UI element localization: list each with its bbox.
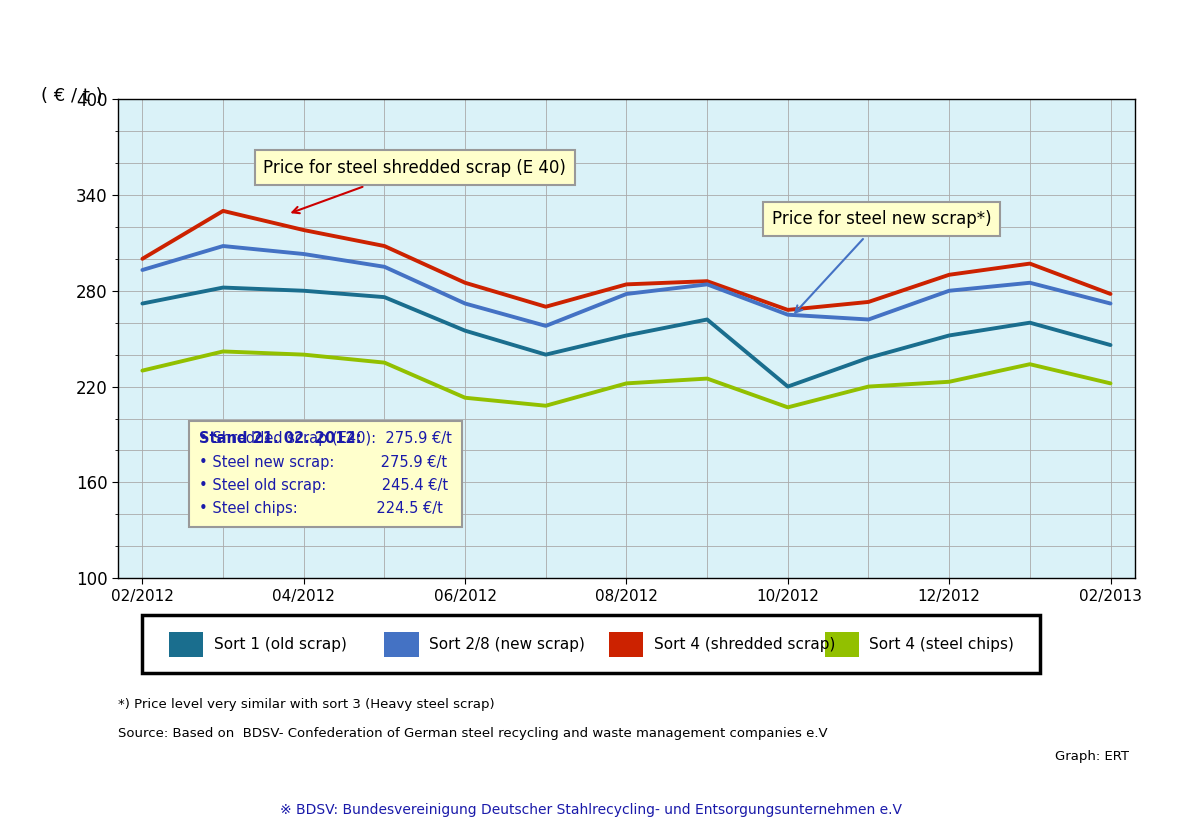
Text: Source: Based on  BDSV- Confederation of German steel recycling and waste manage: Source: Based on BDSV- Confederation of …	[118, 727, 827, 740]
Text: Sort 1 (old scrap): Sort 1 (old scrap)	[214, 637, 346, 652]
Text: • Shredded scrap (E40):  275.9 €/t
• Steel new scrap:          275.9 €/t
• Steel: • Shredded scrap (E40): 275.9 €/t • Stee…	[199, 431, 452, 516]
Text: Price for steel new scrap*): Price for steel new scrap*)	[772, 210, 992, 312]
FancyBboxPatch shape	[384, 632, 418, 657]
Text: Graph: ERT: Graph: ERT	[1054, 750, 1129, 763]
Text: ( € / t ): ( € / t )	[41, 87, 103, 105]
Text: Stand 21. 02. 2012:: Stand 21. 02. 2012:	[199, 431, 362, 446]
Text: Price for steel shredded scrap (E 40): Price for steel shredded scrap (E 40)	[264, 159, 566, 213]
Text: Sort 4 (shredded scrap): Sort 4 (shredded scrap)	[654, 637, 836, 652]
FancyBboxPatch shape	[825, 632, 858, 657]
Text: *) Price level very similar with sort 3 (Heavy steel scrap): *) Price level very similar with sort 3 …	[118, 698, 495, 711]
FancyBboxPatch shape	[169, 632, 203, 657]
Text: Sort 2/8 (new scrap): Sort 2/8 (new scrap)	[429, 637, 585, 652]
FancyBboxPatch shape	[142, 615, 1040, 673]
Text: ※ BDSV: Bundesvereinigung Deutscher Stahlrecycling- und Entsorgungsunternehmen e: ※ BDSV: Bundesvereinigung Deutscher Stah…	[280, 803, 902, 817]
Text: Sort 4 (steel chips): Sort 4 (steel chips)	[870, 637, 1014, 652]
FancyBboxPatch shape	[609, 632, 643, 657]
